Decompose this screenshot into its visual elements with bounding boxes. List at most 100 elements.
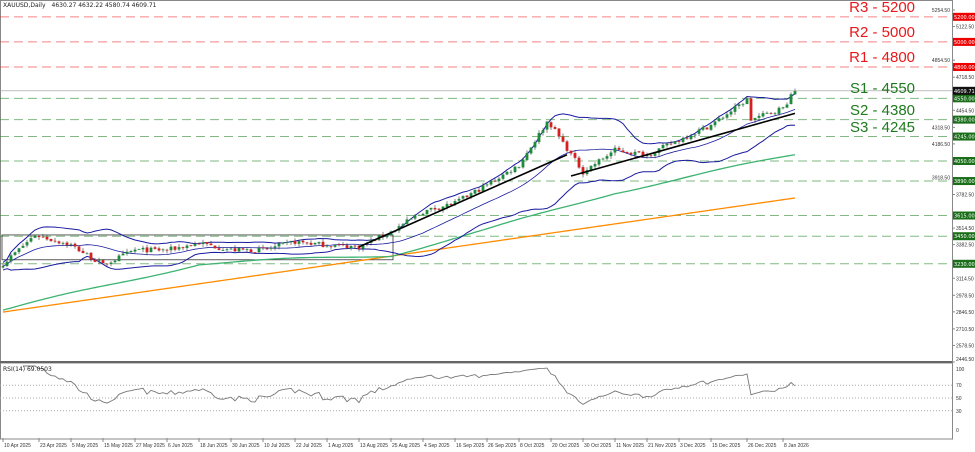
candle-body bbox=[421, 213, 425, 216]
y-tick-label: 5254.50 bbox=[932, 8, 950, 14]
candle-body bbox=[253, 252, 257, 254]
candle-body bbox=[81, 250, 85, 254]
candle-body bbox=[177, 247, 181, 250]
level-tag-bg bbox=[953, 132, 975, 141]
candle-body bbox=[61, 243, 65, 244]
x-tick-label: 22 Jul 2025 bbox=[296, 443, 322, 449]
x-tick-label: 8 Jan 2026 bbox=[784, 443, 809, 449]
candle-body bbox=[621, 150, 625, 153]
level-tag: 4245.00 bbox=[954, 135, 975, 141]
candle-body bbox=[541, 130, 545, 133]
candle-body bbox=[349, 245, 353, 249]
candle-body bbox=[489, 181, 493, 185]
candle-body bbox=[69, 244, 73, 246]
candle-body bbox=[49, 238, 53, 241]
candle-body bbox=[357, 245, 361, 250]
candle-body bbox=[353, 245, 357, 247]
chart-title: XAUUSD,Daily bbox=[3, 2, 46, 9]
candle-body bbox=[441, 206, 445, 211]
level-tag-bg bbox=[953, 211, 975, 220]
level-tag-bg bbox=[953, 156, 975, 165]
y-tick-label: 2978.50 bbox=[956, 293, 974, 299]
x-tick-label: 23 Apr 2025 bbox=[40, 443, 67, 449]
candle-body bbox=[729, 111, 733, 115]
candle-body bbox=[137, 248, 141, 250]
x-tick-label: 20 Oct 2025 bbox=[552, 443, 579, 449]
candle-body bbox=[193, 243, 197, 246]
candle-body bbox=[429, 207, 433, 210]
candle-body bbox=[289, 241, 293, 243]
x-tick-label: 3 Dec 2025 bbox=[680, 443, 706, 449]
candle-body bbox=[233, 248, 237, 252]
x-tick-label: 5 May 2025 bbox=[72, 443, 98, 449]
candle-body bbox=[181, 247, 185, 249]
candle-body bbox=[293, 240, 297, 244]
candle-body bbox=[549, 122, 553, 128]
level-label: S2 - 4380 bbox=[849, 101, 915, 119]
candle-body bbox=[165, 249, 169, 251]
candle-body bbox=[481, 185, 485, 192]
candle-body bbox=[317, 242, 321, 244]
x-tick-label: 13 Aug 2025 bbox=[360, 443, 388, 449]
x-tick-label: 15 Dec 2025 bbox=[712, 443, 741, 449]
candle-body bbox=[505, 171, 509, 175]
candle-body bbox=[109, 262, 113, 265]
x-tick-label: 21 Nov 2025 bbox=[648, 443, 677, 449]
candle-body bbox=[581, 167, 585, 175]
candle-body bbox=[157, 248, 161, 251]
candle-body bbox=[741, 104, 745, 106]
candle-body bbox=[465, 195, 469, 198]
level-tag: 4800.00 bbox=[954, 65, 975, 71]
candle-body bbox=[77, 246, 81, 252]
candle-body bbox=[189, 245, 193, 247]
x-tick-label: 26 Dec 2025 bbox=[748, 443, 777, 449]
y-tick-label: 3382.50 bbox=[956, 243, 974, 249]
candle-body bbox=[701, 127, 705, 130]
candle-body bbox=[437, 208, 441, 210]
candle-body bbox=[517, 166, 521, 168]
level-tag-bg bbox=[953, 177, 975, 186]
candle-body bbox=[593, 164, 597, 167]
candle-body bbox=[257, 247, 261, 253]
y-tick-label: 2446.50 bbox=[956, 357, 974, 363]
candle-body bbox=[545, 121, 549, 130]
candle-body bbox=[449, 203, 453, 205]
level-tag-bg bbox=[953, 37, 975, 46]
bollinger-middle bbox=[2, 108, 796, 267]
candle-body bbox=[41, 236, 45, 238]
candle-body bbox=[453, 201, 457, 205]
candle-body bbox=[297, 241, 301, 244]
candle-body bbox=[521, 159, 525, 168]
candle-body bbox=[525, 152, 529, 161]
candle-body bbox=[105, 263, 109, 265]
candle-body bbox=[261, 247, 265, 249]
candle-body bbox=[733, 106, 737, 112]
candle-body bbox=[669, 143, 673, 145]
candle-body bbox=[301, 240, 305, 243]
x-tick-label: 10 Jul 2025 bbox=[264, 443, 290, 449]
candle-body bbox=[665, 143, 669, 146]
candle-body bbox=[17, 248, 21, 253]
candle-body bbox=[9, 255, 13, 262]
candle-body bbox=[113, 260, 117, 263]
candle-body bbox=[73, 243, 77, 247]
level-tag-bg bbox=[953, 232, 975, 241]
candle-body bbox=[145, 247, 149, 253]
candle-body bbox=[197, 243, 201, 245]
candle-body bbox=[589, 165, 593, 171]
candle-body bbox=[777, 107, 781, 114]
y-tick-label: 4454.50 bbox=[956, 108, 974, 114]
candle-body bbox=[789, 94, 793, 105]
level-tag: 3230.00 bbox=[954, 262, 975, 268]
candle-body bbox=[757, 115, 761, 118]
candle-body bbox=[401, 224, 405, 226]
candle-body bbox=[29, 238, 33, 242]
candle-body bbox=[225, 249, 229, 251]
candle-body bbox=[709, 124, 713, 130]
candle-body bbox=[569, 150, 573, 154]
x-tick-label: 6 Jun 2025 bbox=[168, 443, 193, 449]
candle-body bbox=[717, 118, 721, 122]
candle-body bbox=[5, 261, 9, 267]
candle-body bbox=[485, 184, 489, 186]
